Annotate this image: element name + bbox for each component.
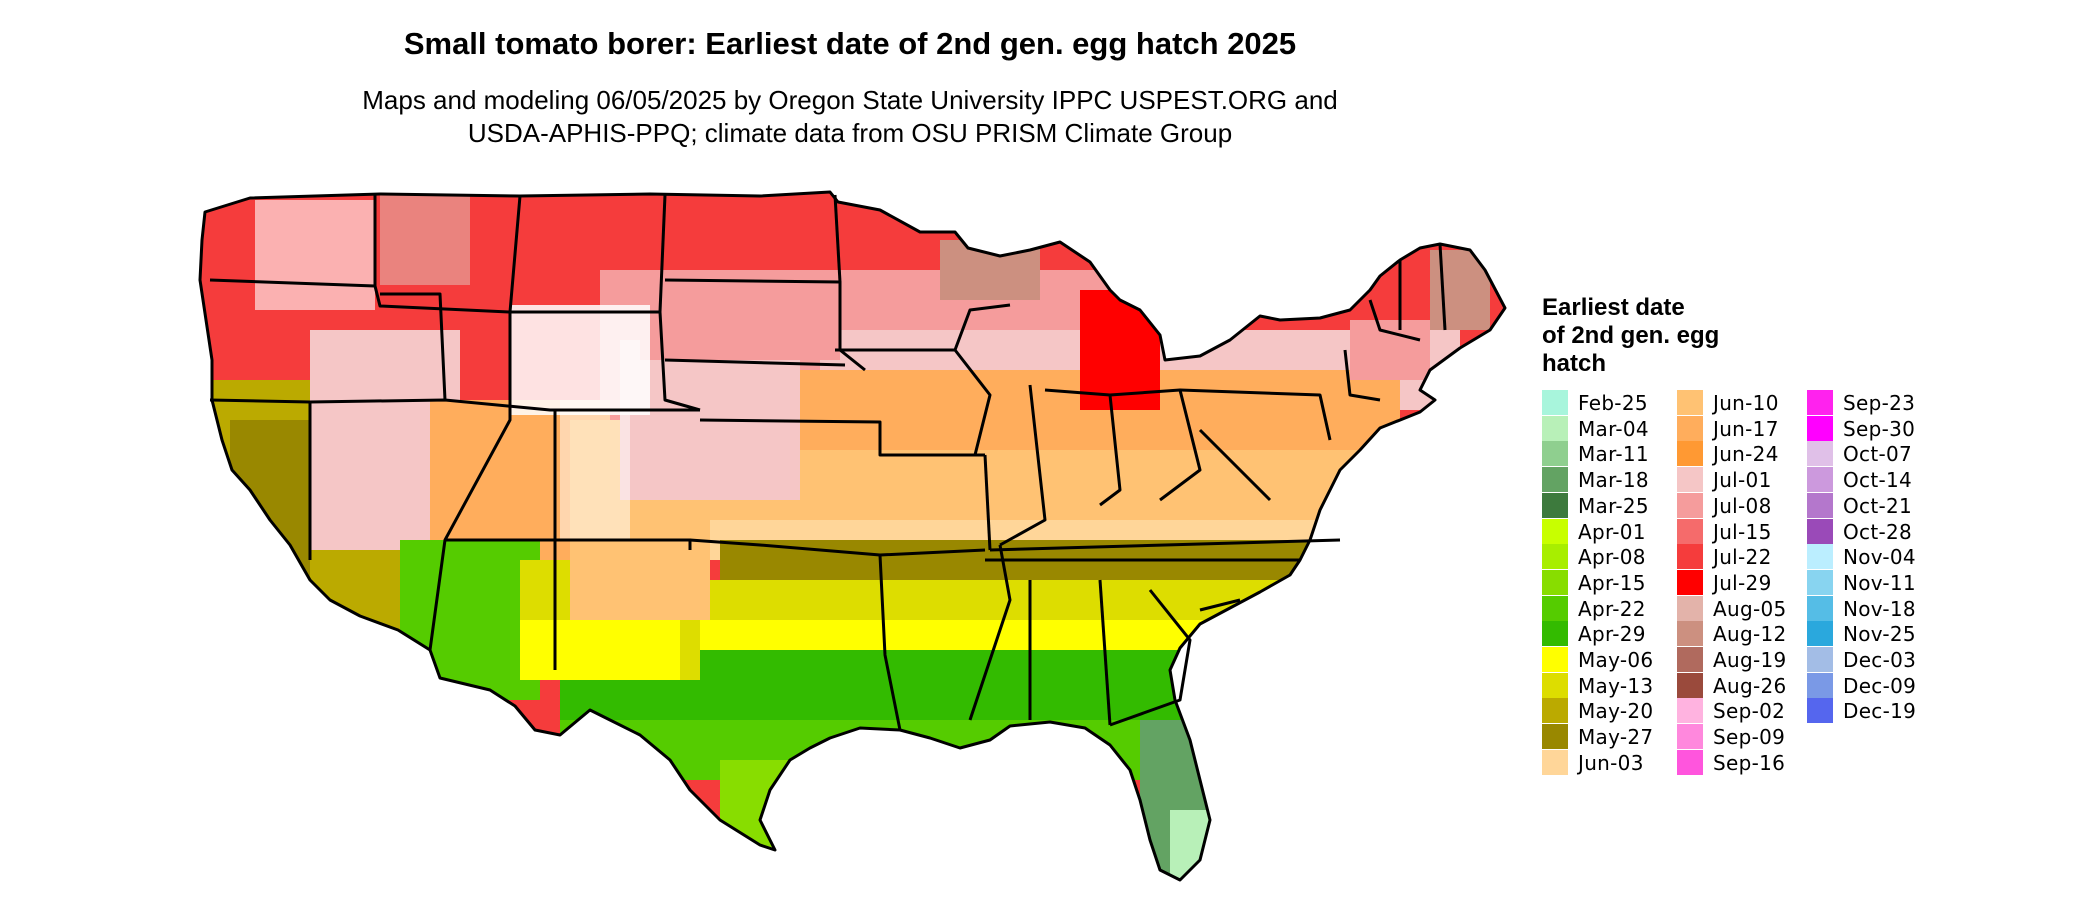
legend-swatch	[1677, 467, 1703, 493]
legend-swatch	[1807, 467, 1833, 493]
legend-title-line-3: hatch	[1542, 350, 1607, 377]
legend-swatch	[1677, 621, 1703, 647]
legend-label: Apr-29	[1578, 622, 1646, 647]
legend-label: Aug-12	[1713, 622, 1787, 647]
legend-swatch	[1542, 544, 1568, 570]
legend-swatch	[1807, 647, 1833, 672]
legend-label: Jul-29	[1713, 570, 1772, 595]
legend-label: Nov-11	[1843, 570, 1916, 595]
legend-label: Apr-15	[1578, 570, 1646, 595]
legend-swatch	[1807, 441, 1833, 467]
legend-swatch	[1542, 698, 1568, 724]
legend-label: Jun-24	[1713, 442, 1779, 467]
legend-swatch	[1542, 390, 1568, 415]
legend-label: Sep-16	[1713, 750, 1786, 775]
legend-label: Nov-04	[1843, 545, 1916, 570]
legend-swatch	[1542, 595, 1568, 621]
legend-label: May-20	[1578, 699, 1654, 724]
legend-swatch	[1677, 492, 1703, 518]
legend-label: Aug-05	[1713, 596, 1787, 621]
legend-label: Apr-01	[1578, 519, 1646, 544]
legend-swatch	[1807, 518, 1833, 544]
legend-swatch	[1542, 441, 1568, 467]
legend-label: Oct-28	[1843, 519, 1913, 544]
legend-label: Sep-23	[1843, 391, 1916, 415]
legend-label: Jun-17	[1713, 416, 1779, 441]
legend-swatch	[1677, 441, 1703, 467]
legend-swatch	[1677, 518, 1703, 544]
legend-label: Aug-19	[1713, 648, 1787, 672]
legend-label: Feb-25	[1578, 391, 1648, 415]
legend-swatch	[1677, 415, 1703, 441]
legend-title: Earliest date of 2nd gen. egg hatch	[1542, 294, 1802, 378]
legend-label: Mar-11	[1578, 442, 1649, 467]
legend-label: May-06	[1578, 648, 1654, 672]
legend-swatch	[1677, 749, 1703, 775]
legend-label: Aug-26	[1713, 673, 1787, 698]
legend-swatch	[1807, 492, 1833, 518]
legend-label: Nov-18	[1843, 596, 1916, 621]
legend-swatch	[1542, 724, 1568, 750]
legend-label: Nov-25	[1843, 622, 1916, 647]
legend-swatch	[1542, 749, 1568, 775]
legend-label: Apr-22	[1578, 596, 1646, 621]
legend-swatch	[1677, 724, 1703, 750]
legend-swatch	[1677, 698, 1703, 724]
legend-label: Jul-08	[1713, 493, 1772, 518]
legend-label: Oct-07	[1843, 442, 1913, 467]
legend-label: Dec-19	[1843, 699, 1917, 724]
legend-label: Jul-22	[1713, 545, 1772, 570]
legend-label: Jun-10	[1713, 391, 1779, 415]
legend-title-line-1: Earliest date	[1542, 294, 1685, 321]
legend-label: Dec-03	[1843, 648, 1917, 672]
legend-label: Apr-08	[1578, 545, 1646, 570]
legend-label: Jun-03	[1578, 750, 1644, 775]
legend-label: Mar-04	[1578, 416, 1649, 441]
legend-swatch	[1677, 672, 1703, 698]
subtitle-line-2: USDA-APHIS-PPQ; climate data from OSU PR…	[467, 118, 1233, 148]
subtitle-line-1: Maps and modeling 06/05/2025 by Oregon S…	[362, 85, 1338, 115]
legend-swatch	[1542, 621, 1568, 647]
legend-swatch	[1542, 672, 1568, 698]
legend-label: Mar-25	[1578, 493, 1649, 518]
legend-label: Sep-09	[1713, 725, 1786, 750]
legend-swatch	[1542, 518, 1568, 544]
legend-label: May-13	[1578, 673, 1654, 698]
legend-label: Jul-15	[1713, 519, 1772, 544]
legend-swatch	[1807, 390, 1833, 415]
legend-label: Dec-09	[1843, 673, 1917, 698]
legend-label: Oct-21	[1843, 493, 1913, 518]
legend-swatch	[1677, 647, 1703, 672]
legend-label: Oct-14	[1843, 468, 1913, 493]
legend-label: Sep-02	[1713, 699, 1786, 724]
legend-swatch	[1807, 415, 1833, 441]
legend-swatch	[1677, 569, 1703, 595]
map-title: Small tomato borer: Earliest date of 2nd…	[403, 26, 1297, 61]
legend-label: May-27	[1578, 725, 1654, 750]
legend-swatch	[1677, 544, 1703, 570]
legend-swatch	[1542, 569, 1568, 595]
legend-swatch	[1807, 672, 1833, 698]
legend-title-line-2: of 2nd gen. egg	[1542, 322, 1720, 349]
us-map	[198, 190, 1507, 882]
legend-swatch	[1807, 621, 1833, 647]
map-subtitle: Maps and modeling 06/05/2025 by Oregon S…	[0, 84, 1700, 150]
legend-swatch	[1807, 569, 1833, 595]
legend-swatch	[1677, 595, 1703, 621]
legend-swatch	[1542, 467, 1568, 493]
legend-label: Jul-01	[1713, 468, 1772, 493]
legend-swatch	[1807, 544, 1833, 570]
legend-swatch	[1542, 492, 1568, 518]
legend-swatch	[1807, 595, 1833, 621]
legend-swatch	[1807, 698, 1833, 724]
legend-swatch	[1542, 647, 1568, 672]
legend-label: Mar-18	[1578, 468, 1649, 493]
legend-swatch	[1677, 390, 1703, 415]
legend-label: Sep-30	[1843, 416, 1916, 441]
legend-swatch	[1542, 415, 1568, 441]
